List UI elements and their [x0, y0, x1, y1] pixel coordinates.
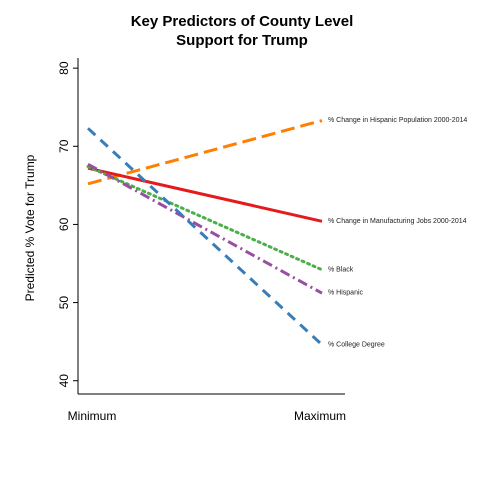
chart-title-line-2: Support for Trump — [176, 32, 308, 49]
series-lines — [86, 119, 324, 346]
y-tick-label: 60 — [57, 217, 71, 231]
series-line-3 — [87, 162, 323, 295]
series-label-0: % Change in Hispanic Population 2000-201… — [328, 117, 467, 124]
series-labels: % Change in Hispanic Population 2000-201… — [328, 117, 467, 348]
series-label-2: % Black — [328, 266, 354, 273]
series-label-3: % Hispanic — [328, 290, 364, 297]
y-tick-label: 50 — [57, 296, 71, 310]
series-line-2 — [86, 165, 324, 272]
y-axis-title: Predicted % Vote for Trump — [23, 154, 37, 301]
y-tick-label: 40 — [57, 374, 71, 388]
x-tick-label: Maximum — [294, 409, 346, 423]
series-label-1: % Change in Manufacturing Jobs 2000-2014 — [328, 218, 467, 225]
y-tick-label: 80 — [57, 61, 71, 75]
series-label-4: % College Degree — [328, 341, 385, 348]
series-line-1 — [87, 166, 323, 223]
x-tick-label: Minimum — [68, 409, 117, 423]
y-tick-label: 70 — [57, 139, 71, 153]
axes: 40 50 60 70 80 Minimum Maximum — [57, 58, 346, 423]
chart-title-line-1: Key Predictors of County Level — [131, 13, 354, 30]
series-line-0 — [87, 119, 323, 186]
series-line-4 — [86, 127, 324, 346]
